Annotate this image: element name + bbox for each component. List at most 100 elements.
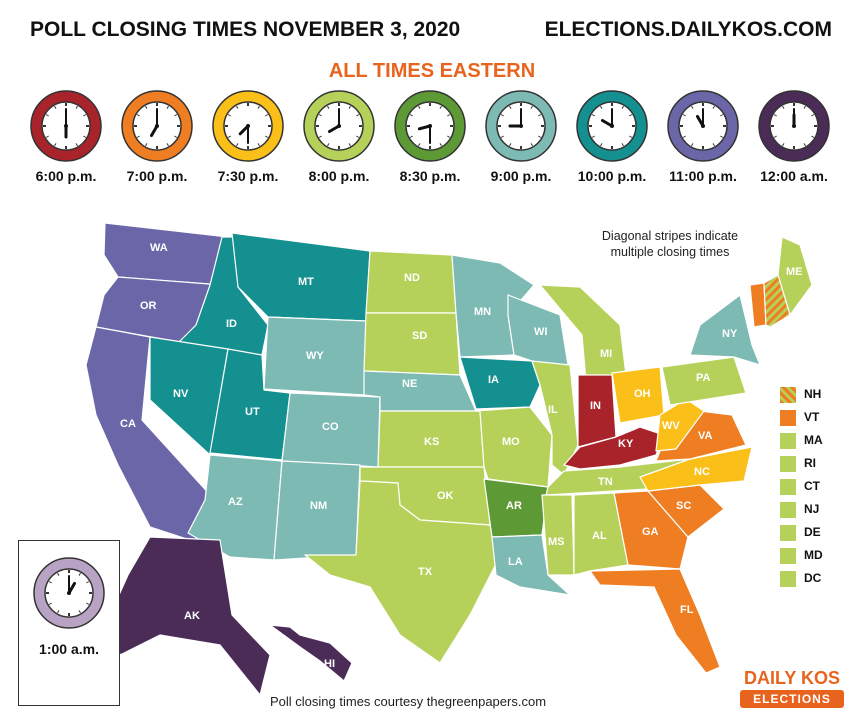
state-label-ny: NY — [722, 328, 738, 340]
state-il[interactable] — [531, 360, 579, 476]
state-ca[interactable] — [85, 326, 213, 546]
state-vt[interactable] — [749, 282, 767, 328]
state-label-ak: AK — [184, 610, 200, 622]
legend-label: NJ — [804, 502, 820, 516]
legend-item: RI — [780, 454, 850, 474]
state-label-al: AL — [592, 530, 607, 542]
state-hi[interactable] — [269, 624, 353, 682]
state-label-az: AZ — [228, 496, 243, 508]
state-label-or: OR — [140, 300, 157, 312]
clock-icon — [576, 90, 648, 162]
inset-time-label: 1:00 a.m. — [39, 641, 99, 657]
state-label-ky: KY — [618, 438, 634, 450]
legend-item: DC — [780, 569, 850, 589]
legend-label: NH — [804, 387, 822, 401]
state-la[interactable] — [491, 534, 571, 596]
state-label-la: LA — [508, 556, 523, 568]
state-label-wa: WA — [150, 242, 168, 254]
legend-swatch — [780, 479, 796, 495]
clock-icon — [121, 90, 193, 162]
state-me[interactable] — [777, 236, 813, 316]
state-pa[interactable] — [661, 356, 747, 406]
legend-swatch — [780, 548, 796, 564]
clock-icon — [667, 90, 739, 162]
legend-label: DE — [804, 525, 821, 539]
legend-item: VT — [780, 408, 850, 428]
state-label-ar: AR — [506, 500, 522, 512]
clock-icon — [212, 90, 284, 162]
state-ne[interactable] — [363, 370, 477, 412]
clock-legend-item: 8:00 p.m. — [299, 88, 379, 184]
state-label-ne: NE — [402, 378, 417, 390]
clock-icon — [30, 90, 102, 162]
legend-swatch — [780, 571, 796, 587]
state-label-hi: HI — [324, 658, 335, 670]
state-wa[interactable] — [103, 222, 229, 286]
clock-legend-item: 9:00 p.m. — [481, 88, 561, 184]
legend-label: MA — [804, 433, 823, 447]
state-label-il: IL — [548, 404, 558, 416]
state-label-mo: MO — [502, 436, 520, 448]
state-fl[interactable] — [589, 568, 721, 674]
state-label-ks: KS — [424, 436, 439, 448]
state-label-in: IN — [590, 400, 601, 412]
clock-time-label: 8:00 p.m. — [308, 168, 370, 184]
clock-legend-item: 7:30 p.m. — [208, 88, 288, 184]
us-map: WA OR CA ID NV UT MT AZ WY CO NM NE MN W… — [85, 222, 813, 696]
legend-swatch — [780, 525, 796, 541]
state-label-wy: WY — [306, 350, 324, 362]
state-label-mn: MN — [474, 306, 491, 318]
state-ny[interactable] — [689, 294, 761, 366]
state-tx[interactable] — [304, 480, 499, 664]
page-title: POLL CLOSING TIMES NOVEMBER 3, 2020 — [30, 18, 461, 41]
state-label-tn: TN — [598, 476, 613, 488]
state-ms[interactable] — [541, 494, 575, 576]
state-label-va: VA — [698, 430, 713, 442]
source-credit: Poll closing times courtesy thegreenpape… — [270, 694, 547, 709]
legend-swatch — [780, 387, 796, 403]
legend-label: VT — [804, 410, 820, 424]
clock-legend-item: 12:00 a.m. — [754, 88, 834, 184]
state-label-pa: PA — [696, 372, 711, 384]
clock-time-label: 12:00 a.m. — [760, 168, 828, 184]
state-label-nv: NV — [173, 388, 189, 400]
state-label-ut: UT — [245, 406, 260, 418]
state-label-ok: OK — [437, 490, 454, 502]
clock-time-label: 10:00 p.m. — [577, 168, 647, 184]
clock-icon — [303, 90, 375, 162]
logo-top-text: DAILY KOS — [743, 668, 841, 688]
legend-label: RI — [804, 456, 816, 470]
legend-item: DE — [780, 523, 850, 543]
legend-label: MD — [804, 548, 823, 562]
state-label-sc: SC — [676, 500, 691, 512]
clock-time-label: 7:30 p.m. — [217, 168, 279, 184]
state-al[interactable] — [573, 492, 629, 576]
logo-bottom-text: ELECTIONS — [740, 690, 844, 708]
clock-icon — [758, 90, 830, 162]
site-url[interactable]: ELECTIONS.DAILYKOS.COM — [544, 18, 832, 41]
state-label-ms: MS — [548, 536, 565, 548]
clock-time-label: 7:00 p.m. — [126, 168, 188, 184]
clock-icon — [33, 557, 105, 629]
state-label-oh: OH — [634, 388, 651, 400]
state-label-mi: MI — [600, 348, 612, 360]
daily-kos-elections-logo: DAILY KOS ELECTIONS — [740, 668, 844, 708]
state-ia[interactable] — [459, 356, 541, 410]
state-label-nc: NC — [694, 466, 710, 478]
state-nh[interactable] — [763, 274, 791, 328]
state-ga[interactable] — [613, 490, 689, 570]
state-label-me: ME — [786, 266, 803, 278]
state-label-co: CO — [322, 421, 339, 433]
state-label-fl: FL — [680, 604, 694, 616]
legend-swatch — [780, 456, 796, 472]
legend-label: DC — [804, 571, 822, 585]
legend-item: NH — [780, 385, 850, 405]
clock-time-label: 8:30 p.m. — [399, 168, 461, 184]
clock-legend: 6:00 p.m. 7:00 p.m. 7:30 p.m. 8:00 p.m. … — [26, 88, 846, 198]
legend-item: NJ — [780, 500, 850, 520]
clock-legend-item: 10:00 p.m. — [572, 88, 652, 184]
state-label-ca: CA — [120, 418, 136, 430]
legend-item: CT — [780, 477, 850, 497]
state-sd[interactable] — [363, 312, 461, 376]
state-label-ga: GA — [642, 526, 659, 538]
